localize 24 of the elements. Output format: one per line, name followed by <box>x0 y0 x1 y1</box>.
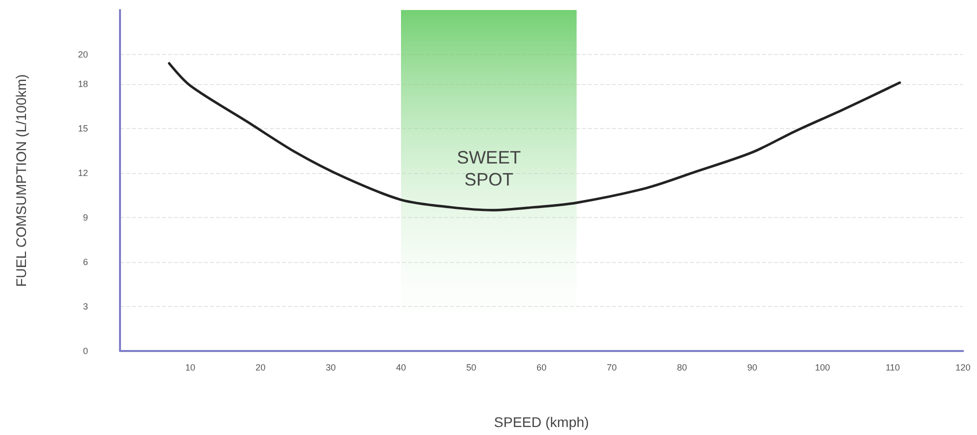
x-tick-label: 100 <box>814 362 830 372</box>
x-tick-label: 120 <box>955 362 971 372</box>
y-tick-label: 20 <box>78 49 88 60</box>
x-axis-title: SPEED (kmph) <box>494 414 589 430</box>
x-tick-label: 40 <box>396 362 406 372</box>
y-tick-label: 3 <box>82 302 88 312</box>
y-tick-label: 15 <box>78 124 88 134</box>
x-tick-label: 60 <box>536 362 547 372</box>
y-tick-label: 0 <box>82 346 88 356</box>
x-tick-label: 70 <box>606 362 617 372</box>
y-tick-label: 18 <box>78 79 88 90</box>
x-tick-label: 20 <box>255 362 266 372</box>
x-tick-label: 80 <box>676 362 688 372</box>
band-label: SWEET SPOT <box>456 147 521 190</box>
x-tick-label: 110 <box>886 362 900 372</box>
y-tick-label: 12 <box>78 168 88 178</box>
x-tick-label: 50 <box>466 362 476 372</box>
x-tick-label: 30 <box>326 362 336 372</box>
y-tick-label: 9 <box>82 212 88 223</box>
x-tick-label: 10 <box>185 362 196 372</box>
line-series <box>168 62 902 212</box>
y-tick-label: 6 <box>82 257 88 268</box>
x-tick-label: 90 <box>747 362 758 372</box>
y-axis-title: FUEL COMSUMPTION (L/100km) <box>13 74 29 287</box>
